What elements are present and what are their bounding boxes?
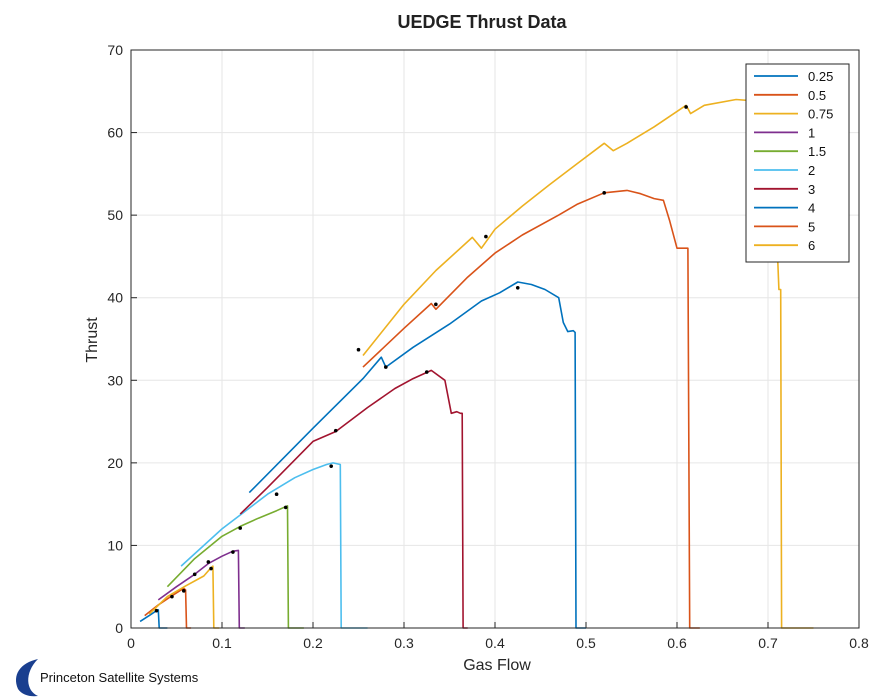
data-marker bbox=[170, 594, 174, 599]
y-tick-label: 60 bbox=[107, 125, 123, 141]
legend-label: 1.5 bbox=[808, 144, 826, 159]
y-tick-label: 30 bbox=[107, 372, 123, 388]
legend-label: 0.75 bbox=[808, 107, 833, 122]
series-line-2 bbox=[180, 462, 368, 629]
legend-label: 1 bbox=[808, 125, 815, 140]
markers-group bbox=[154, 105, 688, 613]
y-tick-label: 70 bbox=[107, 42, 123, 58]
chart-title: UEDGE Thrust Data bbox=[397, 12, 567, 32]
data-marker bbox=[602, 191, 606, 195]
data-marker bbox=[283, 505, 288, 510]
x-tick-label: 0.5 bbox=[576, 635, 596, 651]
data-marker bbox=[238, 526, 242, 530]
data-marker bbox=[329, 464, 334, 468]
series-line-5 bbox=[362, 189, 700, 629]
y-tick-label: 50 bbox=[107, 207, 123, 223]
series-line-3 bbox=[239, 369, 468, 629]
data-marker bbox=[154, 608, 159, 613]
x-tick-label: 0.1 bbox=[212, 635, 232, 651]
x-tick-label: 0.8 bbox=[849, 635, 869, 651]
legend-label: 4 bbox=[808, 201, 815, 216]
y-tick-label: 0 bbox=[115, 620, 123, 636]
series-line-0.75 bbox=[148, 565, 220, 629]
data-marker bbox=[434, 302, 438, 307]
legend: 0.25 0.5 0.75 1 1.5 2 3 4 5 6 bbox=[745, 63, 850, 263]
y-tick-label: 40 bbox=[107, 290, 123, 306]
data-marker bbox=[333, 428, 338, 433]
data-marker bbox=[515, 286, 520, 290]
legend-box bbox=[745, 63, 850, 263]
data-marker bbox=[181, 589, 186, 593]
x-tick-label: 0.3 bbox=[394, 635, 414, 651]
legend-label: 2 bbox=[808, 163, 815, 178]
logo-text: Princeton Satellite Systems bbox=[40, 670, 199, 685]
series-group bbox=[139, 98, 814, 629]
series-line-1.5 bbox=[166, 504, 304, 629]
x-tick-label: 0.6 bbox=[667, 635, 687, 651]
x-tick-label: 0 bbox=[127, 635, 135, 651]
data-marker bbox=[231, 550, 235, 554]
data-marker bbox=[209, 566, 213, 571]
legend-label: 3 bbox=[808, 182, 815, 197]
y-axis-ticks: 0 10 20 30 40 50 60 70 bbox=[107, 42, 137, 636]
series-line-0.5 bbox=[144, 587, 192, 629]
data-marker bbox=[484, 234, 488, 239]
y-axis-label: Thrust bbox=[84, 317, 101, 363]
x-axis-label: Gas Flow bbox=[463, 657, 531, 674]
x-axis-ticks: 0 0.1 0.2 0.3 0.4 0.5 0.6 0.7 0.8 bbox=[127, 622, 869, 651]
legend-label: 0.5 bbox=[808, 88, 826, 103]
data-marker bbox=[356, 347, 361, 352]
data-marker bbox=[684, 105, 688, 109]
data-marker bbox=[424, 370, 429, 374]
legend-label: 5 bbox=[808, 219, 815, 234]
data-marker bbox=[206, 560, 211, 564]
data-marker bbox=[192, 572, 197, 577]
series-line-4 bbox=[248, 281, 586, 629]
y-tick-label: 20 bbox=[107, 455, 123, 471]
x-tick-label: 0.4 bbox=[485, 635, 505, 651]
x-tick-label: 0.2 bbox=[303, 635, 323, 651]
data-marker bbox=[384, 365, 388, 369]
x-tick-label: 0.7 bbox=[758, 635, 778, 651]
princeton-logo-icon bbox=[16, 659, 38, 697]
legend-label: 0.25 bbox=[808, 69, 833, 84]
legend-label: 6 bbox=[808, 238, 815, 253]
plot-frame bbox=[130, 49, 860, 629]
series-line-0.25 bbox=[139, 608, 168, 629]
series-line-1 bbox=[157, 549, 245, 629]
data-marker bbox=[274, 492, 279, 497]
y-tick-label: 10 bbox=[107, 537, 123, 553]
